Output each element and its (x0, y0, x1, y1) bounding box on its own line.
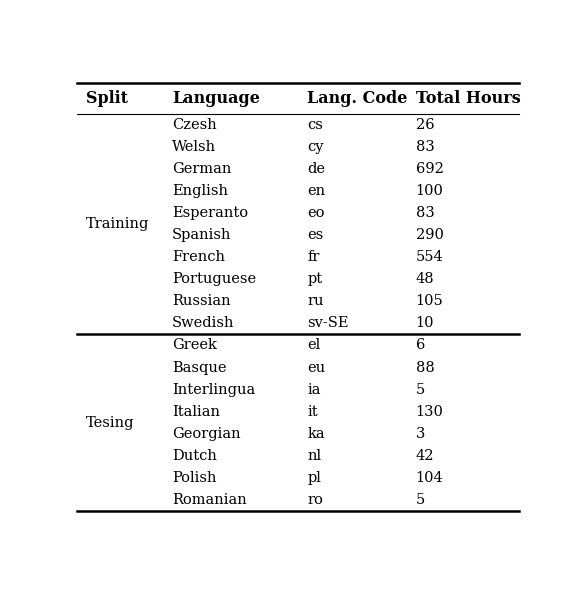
Text: 692: 692 (416, 162, 443, 176)
Text: Interlingua: Interlingua (172, 383, 255, 396)
Text: it: it (307, 405, 318, 418)
Text: 3: 3 (416, 427, 425, 440)
Text: Esperanto: Esperanto (172, 206, 248, 221)
Text: 88: 88 (416, 361, 434, 374)
Text: 100: 100 (416, 184, 443, 198)
Text: 42: 42 (416, 449, 434, 462)
Text: Basque: Basque (172, 361, 226, 374)
Text: pt: pt (307, 272, 322, 287)
Text: 130: 130 (416, 405, 443, 418)
Text: eu: eu (307, 361, 325, 374)
Text: 104: 104 (416, 471, 443, 485)
Text: Spanish: Spanish (172, 228, 232, 243)
Text: Romanian: Romanian (172, 493, 247, 507)
Text: Czesh: Czesh (172, 118, 217, 132)
Text: 10: 10 (416, 316, 434, 330)
Text: sv-SE: sv-SE (307, 316, 349, 330)
Text: Training: Training (86, 218, 150, 231)
Text: Italian: Italian (172, 405, 220, 418)
Text: Greek: Greek (172, 339, 217, 352)
Text: ru: ru (307, 294, 324, 309)
Text: 83: 83 (416, 206, 434, 221)
Text: 26: 26 (416, 118, 434, 132)
Text: Welsh: Welsh (172, 140, 216, 154)
Text: 83: 83 (416, 140, 434, 154)
Text: German: German (172, 162, 232, 176)
Text: Georgian: Georgian (172, 427, 240, 440)
Text: English: English (172, 184, 228, 198)
Text: Russian: Russian (172, 294, 230, 309)
Text: Split: Split (86, 90, 128, 107)
Text: nl: nl (307, 449, 321, 462)
Text: cs: cs (307, 118, 323, 132)
Text: Language: Language (172, 90, 260, 107)
Text: Polish: Polish (172, 471, 217, 485)
Text: 290: 290 (416, 228, 443, 243)
Text: eo: eo (307, 206, 325, 221)
Text: Lang. Code: Lang. Code (307, 90, 407, 107)
Text: French: French (172, 250, 225, 265)
Text: Tesing: Tesing (86, 415, 135, 430)
Text: 105: 105 (416, 294, 443, 309)
Text: Portuguese: Portuguese (172, 272, 256, 287)
Text: ka: ka (307, 427, 325, 440)
Text: el: el (307, 339, 321, 352)
Text: 5: 5 (416, 493, 425, 507)
Text: pl: pl (307, 471, 321, 485)
Text: Swedish: Swedish (172, 316, 235, 330)
Text: Dutch: Dutch (172, 449, 217, 462)
Text: en: en (307, 184, 325, 198)
Text: 48: 48 (416, 272, 434, 287)
Text: fr: fr (307, 250, 320, 265)
Text: 6: 6 (416, 339, 425, 352)
Text: es: es (307, 228, 324, 243)
Text: 554: 554 (416, 250, 443, 265)
Text: cy: cy (307, 140, 324, 154)
Text: Total Hours: Total Hours (416, 90, 520, 107)
Text: de: de (307, 162, 325, 176)
Text: ia: ia (307, 383, 321, 396)
Text: 5: 5 (416, 383, 425, 396)
Text: ro: ro (307, 493, 323, 507)
